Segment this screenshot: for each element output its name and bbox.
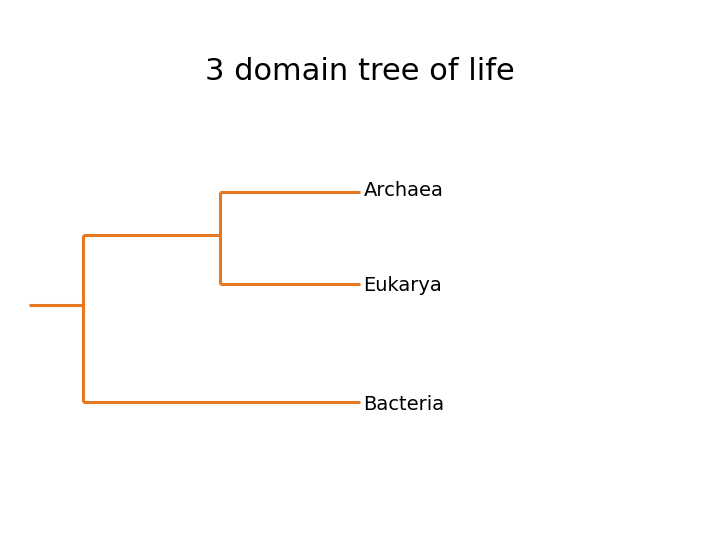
Text: 3 domain tree of life: 3 domain tree of life [205,57,515,86]
Text: Eukarya: Eukarya [364,275,442,295]
Text: Bacteria: Bacteria [364,395,445,415]
Text: Archaea: Archaea [364,180,444,200]
